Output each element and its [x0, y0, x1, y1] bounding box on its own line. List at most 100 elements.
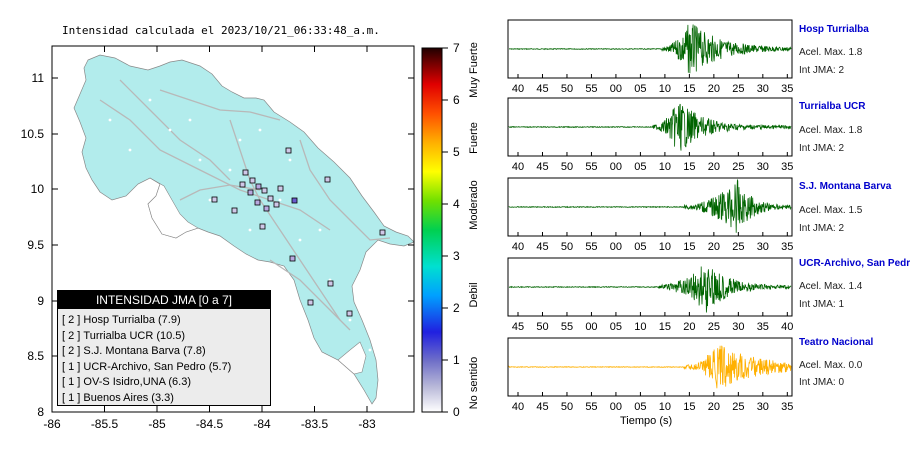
waveform-tick-label: 40 [781, 321, 793, 333]
legend-level: [ 1 ] [62, 376, 81, 388]
station-name-5: Teatro Nacional [799, 337, 874, 348]
map-y-tick-label: 10.5 [21, 127, 45, 141]
colorbar-gradient [421, 47, 443, 413]
waveform-tick-label: 35 [781, 83, 793, 95]
map-y-tick-label: 9 [37, 294, 44, 308]
colorbar-category-label: Moderado [468, 180, 480, 230]
waveform-tick-label: 45 [536, 83, 548, 95]
station-accel-5: Acel. Max. 0.0 [799, 360, 863, 371]
legend-item: [ 2 ] Turrialba UCR (10.5) [62, 329, 270, 345]
waveform-tick-label: 05 [610, 321, 622, 333]
colorbar: 0 1 2 3 4 5 6 7 No sentido Debil Moderado Fuerte Mu… [421, 41, 480, 419]
waveform-trace [508, 266, 792, 313]
legend-station: OV-S Isidro,UNA (6.3) [83, 376, 191, 388]
waveform-tick-label: 35 [781, 401, 793, 413]
waveform-tick-label: 05 [634, 241, 646, 253]
map-y-tick-label: 8.5 [27, 349, 44, 363]
colorbar-category-label: No sentido [468, 357, 480, 410]
waveform-tick-label: 50 [561, 401, 573, 413]
station-name-4: UCR-Archivo, San Pedro [799, 258, 910, 269]
waveform-tick-label: 40 [512, 401, 524, 413]
waveform-tick-label: 40 [512, 161, 524, 173]
station-jma-4: Int JMA: 1 [799, 299, 845, 310]
waveform-tick-label: 00 [610, 161, 622, 173]
legend-station: Hosp Turrialba (7.9) [83, 314, 181, 326]
waveform-tick-label: 35 [781, 241, 793, 253]
map-y-tick-label: 11 [32, 71, 45, 85]
waveform-tick-label: 10 [659, 401, 671, 413]
colorbar-tick-label: 1 [453, 353, 460, 367]
waveform-tick-label: 35 [781, 161, 793, 173]
colorbar-category-label: Muy Fuerte [468, 42, 480, 98]
legend-item: [ 1 ] UCR-Archivo, San Pedro (5.7) [62, 360, 270, 376]
waveform-tick-label: 55 [585, 241, 597, 253]
colorbar-tick-label: 6 [453, 93, 460, 107]
road-lines [99, 79, 391, 331]
legend-station: UCR-Archivo, San Pedro (5.7) [83, 360, 232, 373]
station-accel-3: Acel. Max. 1.5 [799, 205, 863, 216]
station-jma-1: Int JMA: 2 [799, 65, 845, 76]
map-x-tick-label: -84 [253, 417, 271, 431]
map-x-tick-label: -85 [148, 417, 166, 431]
map-x-tick-label: -84.5 [196, 417, 224, 431]
waveform-tick-label: 20 [708, 401, 720, 413]
waveform-tick-label: 35 [757, 321, 769, 333]
legend-level: [ 2 ] [62, 314, 81, 326]
waveform-tick-label: 10 [659, 161, 671, 173]
waveform-trace [508, 103, 792, 151]
golfo-dulce [337, 341, 367, 375]
legend-level: [ 1 ] [62, 360, 81, 373]
station-accel-4: Acel. Max. 1.4 [799, 281, 863, 292]
waveform-tick-label: 50 [561, 161, 573, 173]
waveform-tick-label: 45 [536, 401, 548, 413]
map-y-tick-label: 10 [31, 182, 45, 196]
legend-title: INTENSIDAD JMA [0 a 7] [58, 291, 270, 309]
waveform-tick-label: 10 [634, 321, 646, 333]
waveform-tick-label: 20 [683, 321, 695, 333]
colorbar-tick-label: 7 [453, 41, 460, 55]
station-markers [211, 147, 386, 317]
station-jma-3: Int JMA: 2 [799, 223, 845, 234]
waveform-tick-label: 30 [757, 241, 769, 253]
map-x-tick-label: -83.5 [301, 417, 329, 431]
waveform-tick-label: 45 [536, 241, 548, 253]
legend-item: [ 2 ] Hosp Turrialba (7.9) [62, 313, 270, 329]
waveform-tick-label: 20 [708, 241, 720, 253]
station-name-3: S.J. Montana Barva [799, 181, 892, 192]
waveform-tick-label: 15 [683, 401, 695, 413]
colorbar-category-label: Fuerte [468, 122, 480, 154]
waveform-panels: 40 45 50 55 00 05 10 15 20 25 30 35 40 45 50 55 00 05 10 15… [507, 19, 793, 413]
legend-item: [ 2 ] S.J. Montana Barva (7.8) [62, 344, 270, 360]
waveform-tick-label: 00 [585, 321, 597, 333]
map-y-tick-label: 8 [37, 405, 44, 419]
time-axis-label: Tiempo (s) [620, 415, 673, 427]
station-name-1: Hosp Turrialba [799, 24, 869, 35]
waveform-tick-label: 25 [732, 161, 744, 173]
map-y-tick-label: 9.5 [27, 238, 44, 252]
colorbar-tick-label: 0 [453, 405, 460, 419]
waveform-tick-label: 45 [512, 321, 524, 333]
legend-item: [ 1 ] OV-S Isidro,UNA (6.3) [62, 375, 270, 391]
colorbar-ticks: 0 1 2 3 4 5 6 7 [442, 41, 460, 419]
waveform-panel: 40 45 50 55 00 05 10 15 20 25 30 35 [507, 177, 793, 253]
waveform-tick-label: 05 [634, 83, 646, 95]
intensity-legend: INTENSIDAD JMA [0 a 7] [ 2 ] Hosp Turria… [57, 290, 271, 406]
station-jma-2: Int JMA: 2 [799, 143, 845, 154]
map-x-tick-label: -86 [43, 417, 61, 431]
waveform-tick-label: 30 [732, 321, 744, 333]
colorbar-category-label: Debil [468, 282, 480, 307]
legend-level: [ 2 ] [62, 345, 81, 357]
waveform-tick-label: 05 [634, 161, 646, 173]
waveform-tick-label: 20 [708, 161, 720, 173]
waveform-tick-label: 15 [683, 161, 695, 173]
legend-item: [ 1 ] Buenos Aires (3.3) [62, 391, 270, 407]
map-axis-ticks: -86 -85.5 -85 -84.5 -84 -83.5 -83 11 10.5 10 9.5 9 8… [21, 46, 414, 431]
station-jma-5: Int JMA: 0 [799, 377, 845, 388]
waveform-panel: 40 45 50 55 00 05 10 15 20 25 30 35 [507, 19, 793, 95]
waveform-tick-label: 00 [610, 241, 622, 253]
waveform-tick-label: 50 [561, 241, 573, 253]
waveform-tick-label: 55 [585, 161, 597, 173]
waveform-tick-label: 25 [732, 401, 744, 413]
map-x-tick-label: -85.5 [91, 417, 119, 431]
nicoya-gulf [147, 177, 199, 239]
